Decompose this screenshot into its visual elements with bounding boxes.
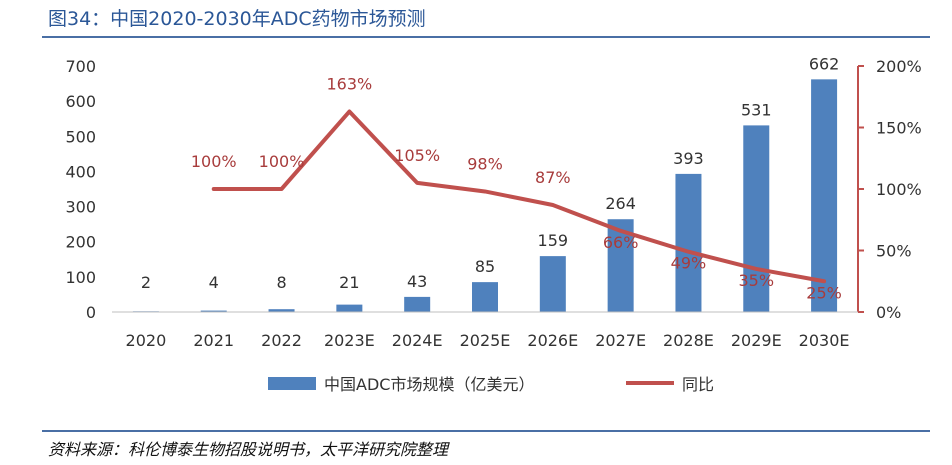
- x-axis-tick-label: 2020: [126, 331, 167, 350]
- growth-value-label: 100%: [259, 152, 305, 171]
- source-note: 资料来源：科伦博泰生物招股说明书，太平洋研究院整理: [48, 440, 449, 459]
- title-divider: [42, 36, 930, 38]
- bar: [268, 309, 295, 312]
- growth-value-label: 98%: [467, 154, 503, 173]
- bar-series: 2 4 8 21 43 85 159 264 393 531 662: [112, 54, 858, 313]
- x-axis: 2020 2021 2022 2023E 2024E 2025E 2026E 2027E 202…: [126, 331, 850, 350]
- bar-value-label: 531: [741, 100, 772, 119]
- line-series: 100% 100% 163% 105% 98% 87% 66% 49% 35% 25%: [191, 75, 842, 303]
- x-axis-tick-label: 2025E: [460, 331, 511, 350]
- bar-value-label: 21: [339, 273, 359, 292]
- bar: [743, 125, 770, 313]
- left-axis-tick-label: 400: [65, 162, 96, 181]
- left-y-axis: 0 100 200 300 400 500 600 700: [65, 57, 96, 322]
- growth-line: [211, 109, 827, 284]
- bar-value-label: 393: [673, 149, 704, 168]
- growth-value-label: 25%: [806, 283, 842, 302]
- growth-value-label: 100%: [191, 152, 237, 171]
- right-y-axis: 0% 50% 100% 150% 200%: [857, 57, 922, 322]
- left-axis-tick-label: 0: [86, 303, 96, 322]
- growth-value-label: 66%: [603, 233, 639, 252]
- bar: [811, 79, 838, 313]
- x-axis-tick-label: 2021: [193, 331, 234, 350]
- right-axis-tick-label: 50%: [876, 242, 912, 261]
- left-axis-tick-label: 300: [65, 198, 96, 217]
- right-axis-tick-label: 0%: [876, 303, 901, 322]
- growth-value-label: 105%: [394, 146, 440, 165]
- growth-value-label: 87%: [535, 168, 571, 187]
- bar: [200, 310, 227, 312]
- right-axis-tick-label: 100%: [876, 180, 922, 199]
- x-axis-tick-label: 2028E: [663, 331, 714, 350]
- left-axis-tick-label: 100: [65, 268, 96, 287]
- left-axis-tick-label: 500: [65, 127, 96, 146]
- x-axis-tick-label: 2023E: [324, 331, 375, 350]
- bar-value-label: 43: [407, 272, 427, 291]
- bar: [336, 304, 363, 312]
- growth-value-label: 49%: [671, 254, 707, 273]
- legend-line-label: 同比: [682, 375, 714, 394]
- x-axis-tick-label: 2027E: [595, 331, 646, 350]
- bar-value-label: 8: [276, 273, 286, 292]
- chart-title: 图34：中国2020-2030年ADC药物市场预测: [48, 8, 426, 30]
- bar-value-label: 4: [209, 273, 219, 292]
- legend: 中国ADC市场规模（亿美元） 同比: [268, 375, 714, 394]
- bar-value-label: 264: [605, 194, 636, 213]
- bar-value-label: 85: [475, 257, 495, 276]
- left-axis-tick-label: 700: [65, 57, 96, 76]
- bar: [472, 282, 498, 312]
- right-axis-tick-label: 200%: [876, 57, 922, 76]
- x-axis-tick-label: 2030E: [799, 331, 850, 350]
- legend-bar-label: 中国ADC市场规模（亿美元）: [324, 375, 534, 394]
- left-axis-tick-label: 200: [65, 233, 96, 252]
- right-axis-tick-label: 150%: [876, 119, 922, 138]
- x-axis-tick-label: 2022: [261, 331, 302, 350]
- bar: [404, 296, 431, 312]
- growth-value-label: 163%: [326, 75, 372, 94]
- growth-value-label: 35%: [738, 271, 774, 290]
- bar: [539, 256, 566, 312]
- bar-value-label: 662: [809, 54, 840, 73]
- x-axis-tick-label: 2026E: [527, 331, 578, 350]
- left-axis-tick-label: 600: [65, 92, 96, 111]
- bar-value-label: 159: [538, 231, 569, 250]
- bar-value-label: 2: [141, 273, 151, 292]
- chart-canvas: 0 100 200 300 400 500 600 700 0% 50% 100% 150% 200%…: [65, 54, 922, 394]
- legend-bar-swatch: [268, 377, 316, 390]
- x-axis-tick-label: 2029E: [731, 331, 782, 350]
- bar: [675, 173, 702, 312]
- source-divider: [42, 430, 930, 432]
- x-axis-tick-label: 2024E: [392, 331, 443, 350]
